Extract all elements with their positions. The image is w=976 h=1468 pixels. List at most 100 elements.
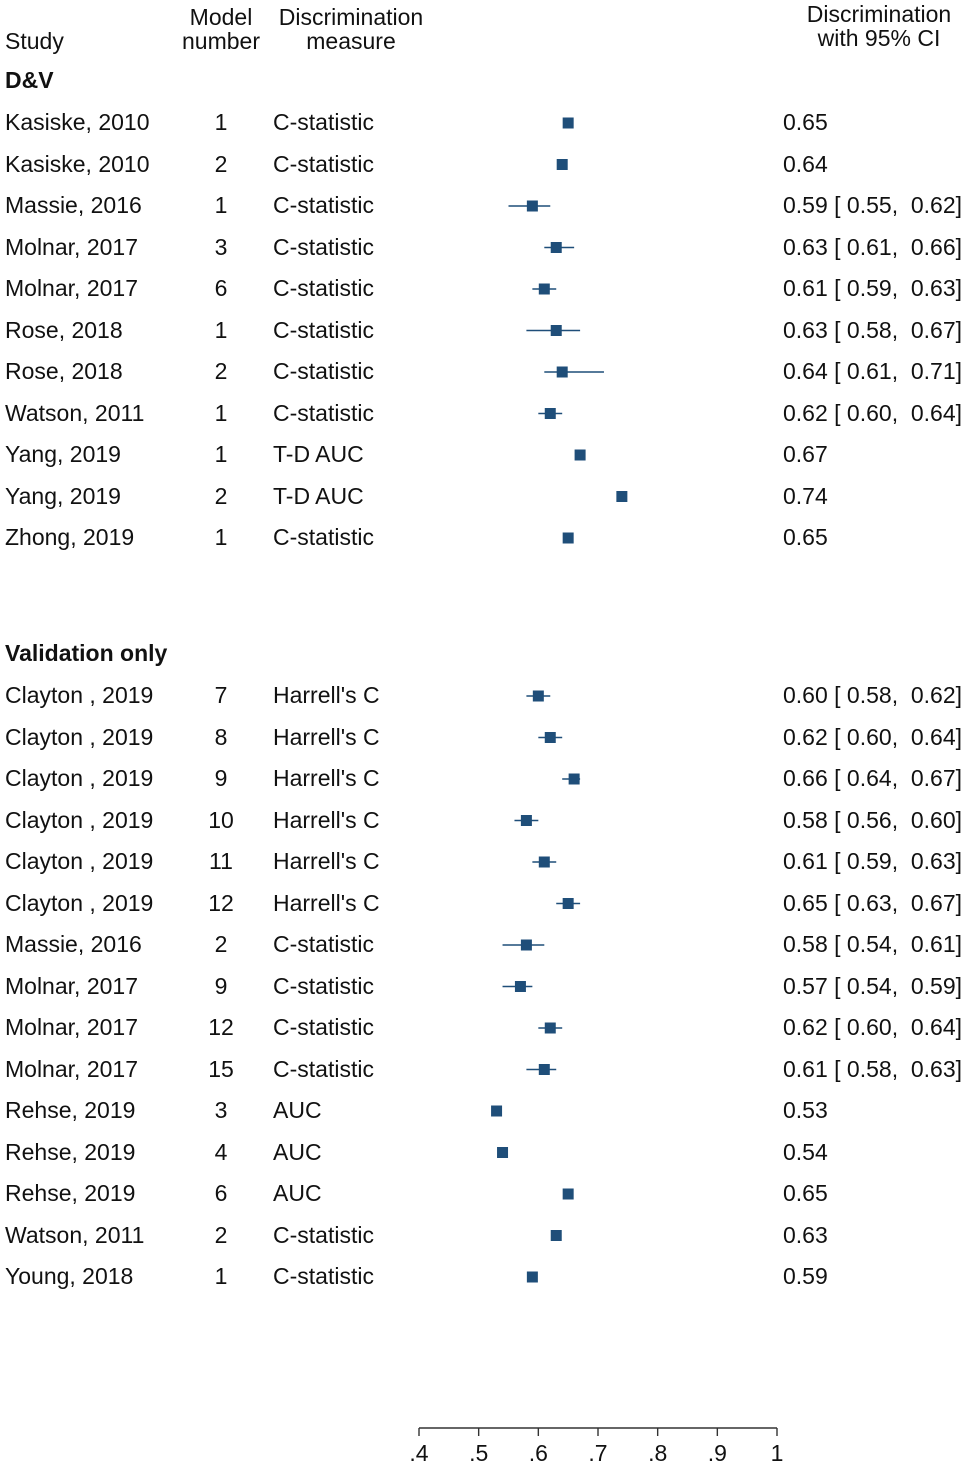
row-measure: C-statistic [273,524,374,550]
header-study: Study [5,28,64,54]
row-measure: Harrell's C [273,723,380,750]
row-ci-text: 0.63 [ 0.58, 0.67] [783,316,963,343]
header-ci: Discrimination with 95% CI [788,2,970,50]
row-measure: T-D AUC [273,482,364,509]
row-study: Clayton , 2019 [5,682,154,708]
row-study: Molnar, 2017 [5,275,138,301]
point-estimate-marker [550,1230,562,1241]
point-estimate-marker [550,242,562,253]
row-model-number: 1 [214,1263,228,1289]
point-estimate-marker [532,690,544,702]
point-estimate-marker [562,532,574,544]
row-model-number: 8 [214,723,228,750]
x-axis-tick-label: .6 [529,1440,548,1466]
row-measure: AUC [273,1180,322,1206]
row-model-number: 7 [214,682,228,708]
point-estimate-marker [514,981,526,992]
row-ci-text: 0.66 [ 0.64, 0.67] [783,765,963,791]
row-study: Clayton , 2019 [5,765,154,791]
header-ci-line2: with 95% CI [817,25,941,51]
row-study: Molnar, 2017 [5,972,138,999]
row-study: Watson, 2011 [5,399,145,426]
point-estimate-marker [562,898,574,909]
row-measure: C-statistic [273,972,374,999]
row-model-number: 2 [214,358,228,384]
row-model-number: 1 [214,441,228,467]
row-ci-text: 0.63 [783,1221,828,1248]
x-axis-tick-label: .8 [648,1440,667,1466]
row-ci-text: 0.62 [ 0.60, 0.64] [783,723,963,750]
point-estimate-marker [526,1271,538,1283]
row-measure: C-statistic [273,316,374,343]
row-model-number: 1 [214,316,228,343]
row-study: Molnar, 2017 [5,233,138,260]
row-ci-text: 0.58 [ 0.56, 0.60] [783,806,963,833]
row-ci-text: 0.53 [783,1097,828,1123]
row-study: Massie, 2016 [5,931,142,957]
row-model-number: 6 [214,275,228,301]
row-ci-text: 0.65 [783,1180,828,1206]
row-measure: C-statistic [273,1014,374,1040]
row-study: Rose, 2018 [5,358,123,384]
row-study: Clayton , 2019 [5,889,154,916]
header-ci-line1: Discrimination [806,1,952,27]
row-measure: Harrell's C [273,848,380,874]
row-ci-text: 0.62 [ 0.60, 0.64] [783,1014,963,1040]
row-ci-text: 0.67 [783,441,828,467]
group-label: D&V [5,67,54,93]
row-ci-text: 0.65 [783,524,828,550]
row-ci-text: 0.60 [ 0.58, 0.62] [783,682,963,708]
group-label: Validation only [5,640,168,666]
row-model-number: 2 [214,931,228,957]
row-ci-text: 0.65 [783,109,828,135]
row-measure: C-statistic [273,399,374,426]
row-model-number: 1 [214,109,228,135]
row-measure: C-statistic [273,1221,374,1248]
point-estimate-marker [538,856,550,868]
row-ci-text: 0.54 [783,1138,828,1165]
row-ci-text: 0.64 [ 0.61, 0.71] [783,358,963,384]
x-axis-tick-label: .5 [469,1440,488,1466]
row-model-number: 3 [214,233,228,260]
row-study: Molnar, 2017 [5,1055,138,1082]
row-measure: C-statistic [273,150,374,177]
row-measure: AUC [273,1097,322,1123]
row-model-number: 12 [208,889,234,916]
row-study: Massie, 2016 [5,192,142,218]
point-estimate-marker [497,1147,509,1158]
row-measure: Harrell's C [273,889,380,916]
row-measure: Harrell's C [273,682,380,708]
row-model-number: 4 [214,1138,228,1165]
row-model-number: 11 [209,848,233,874]
x-axis-tick-label: .4 [409,1440,428,1466]
row-study: Rose, 2018 [5,316,123,343]
header-measure: Discrimination measure [268,5,434,53]
row-ci-text: 0.61 [ 0.58, 0.63] [783,1055,963,1082]
row-ci-text: 0.65 [ 0.63, 0.67] [783,889,963,916]
row-measure: Harrell's C [273,806,380,833]
row-ci-text: 0.59 [783,1263,828,1289]
row-study: Yang, 2019 [5,482,121,509]
point-estimate-marker [538,1064,550,1075]
row-measure: AUC [273,1138,322,1165]
row-study: Clayton , 2019 [5,723,154,750]
row-ci-text: 0.63 [ 0.61, 0.66] [783,233,963,260]
row-study: Clayton , 2019 [5,848,154,874]
row-ci-text: 0.58 [ 0.54, 0.61] [783,931,963,957]
x-axis-tick-label: .9 [708,1440,727,1466]
row-ci-text: 0.57 [ 0.54, 0.59] [783,972,963,999]
row-study: Zhong, 2019 [5,524,135,550]
point-estimate-marker [562,1188,574,1200]
row-study: Molnar, 2017 [5,1014,138,1040]
row-model-number: 9 [214,765,228,791]
point-estimate-marker [538,283,550,295]
row-model-number: 10 [208,806,234,833]
point-estimate-marker [544,732,556,743]
header-measure-line1: Discrimination [278,4,424,30]
header-measure-line2: measure [306,28,396,54]
point-estimate-marker [556,366,568,378]
row-model-number: 9 [214,972,228,999]
x-axis-tick-label: .7 [588,1440,607,1466]
point-estimate-marker [544,408,556,419]
row-ci-text: 0.64 [783,150,828,177]
